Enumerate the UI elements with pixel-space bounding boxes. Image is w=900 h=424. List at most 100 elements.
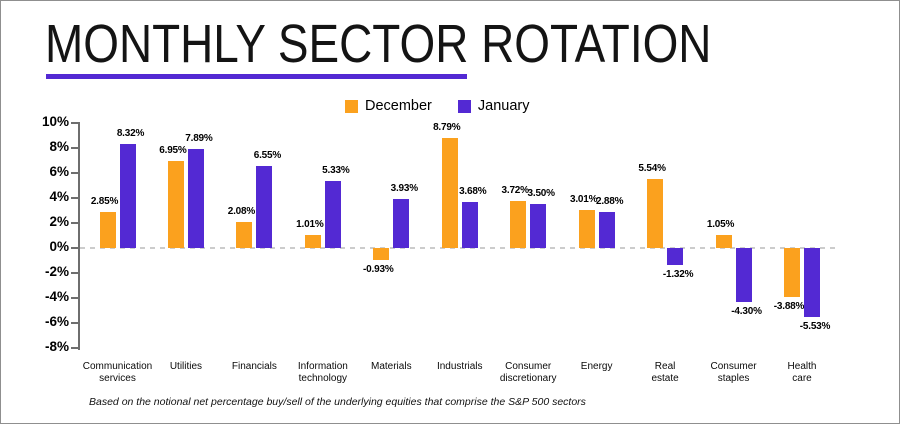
bar-december-3	[304, 235, 321, 248]
january-swatch-icon	[457, 99, 471, 113]
footnote: Based on the notional net percentage buy…	[89, 396, 586, 408]
bar-value-label-january-0: 8.32%	[116, 128, 145, 139]
bar-value-label-december-9: 1.05%	[706, 219, 735, 230]
category-label-line: technology	[298, 372, 348, 384]
bar-value-label-december-2: 2.08%	[227, 206, 256, 217]
y-axis-tick	[71, 147, 78, 149]
category-label-line: care	[792, 372, 812, 384]
bar-value-label-january-10: -5.53%	[799, 321, 831, 332]
category-label-4: Materials	[351, 361, 431, 373]
bar-value-label-december-1: 6.95%	[159, 145, 187, 156]
category-label-line: estate	[651, 372, 679, 384]
y-axis-tick	[71, 172, 78, 174]
bar-value-label-december-10: -3.88%	[773, 301, 805, 312]
bar-december-1	[167, 161, 184, 248]
y-axis-tick-label: -4%	[44, 289, 69, 304]
y-axis-tick-label: 6%	[49, 164, 69, 179]
bar-january-9	[735, 248, 752, 302]
category-label-line: Materials	[371, 361, 412, 372]
bar-value-label-december-5: 8.79%	[433, 122, 461, 133]
category-label-line: Utilities	[169, 361, 203, 372]
legend-label: December	[365, 98, 432, 114]
category-label-9: Consumer staples	[694, 361, 774, 384]
category-label-line: Energy	[580, 361, 613, 372]
category-label-line: Information	[297, 361, 348, 372]
bar-january-6	[530, 204, 547, 248]
december-swatch-icon	[345, 99, 358, 113]
y-axis-tick	[71, 197, 78, 199]
bar-value-label-december-4: -0.93%	[363, 264, 394, 275]
category-label-10: Health care	[762, 361, 842, 384]
y-axis-tick	[71, 297, 78, 299]
bar-december-8	[647, 179, 664, 248]
y-axis-tick	[71, 272, 78, 274]
y-axis-tick	[71, 322, 78, 324]
y-axis-tick-label: -6%	[44, 314, 69, 329]
category-label-line: Health	[787, 361, 817, 372]
bar-january-1	[187, 149, 204, 248]
y-axis-tick-label: 4%	[49, 189, 69, 204]
y-axis-tick-label: 0%	[49, 239, 69, 254]
bar-value-label-january-5: 3.68%	[459, 186, 487, 197]
bar-january-5	[461, 202, 478, 248]
bar-december-4	[373, 248, 390, 260]
bar-january-3	[324, 181, 341, 248]
y-axis-tick-label: 8%	[49, 139, 69, 154]
bar-december-9	[715, 235, 732, 248]
category-label-line: Financials	[231, 361, 277, 372]
y-axis-tick	[71, 347, 78, 349]
y-axis-tick-label: 2%	[49, 214, 69, 229]
bar-january-10	[804, 248, 820, 317]
legend-item-december: December	[345, 98, 432, 114]
bar-january-4	[393, 199, 410, 248]
y-axis-tick-label: -8%	[44, 339, 69, 354]
bar-value-label-december-0: 2.85%	[90, 196, 119, 207]
y-axis-line	[78, 122, 80, 350]
zero-gridline	[80, 247, 838, 249]
category-label-2: Financials	[214, 361, 294, 373]
category-label-line: Industrials	[436, 361, 483, 372]
bar-january-7	[598, 212, 615, 248]
bar-value-label-january-7: 2.88%	[595, 196, 624, 207]
bar-january-2	[256, 166, 273, 248]
y-axis-tick-label: -2%	[44, 264, 69, 279]
bar-value-label-january-3: 5.33%	[322, 165, 350, 176]
category-label-line: Communication	[82, 361, 153, 372]
chart-legend: December January	[345, 98, 529, 114]
bar-value-label-january-6: 3.50%	[527, 188, 556, 199]
category-label-line: staples	[717, 372, 750, 384]
bar-january-8	[667, 248, 684, 265]
bar-december-7	[578, 210, 595, 248]
category-label-1: Utilities	[146, 361, 226, 373]
category-label-5: Industrials	[420, 361, 500, 373]
category-label-8: Real estate	[625, 361, 705, 384]
category-label-3: Information technology	[283, 361, 363, 384]
category-label-0: Communication services	[78, 361, 158, 384]
bar-value-label-january-2: 6.55%	[253, 150, 282, 161]
bar-value-label-december-6: 3.72%	[501, 185, 530, 196]
bar-value-label-january-4: 3.93%	[390, 183, 419, 194]
category-label-line: services	[99, 372, 136, 384]
legend-item-january: January	[457, 98, 530, 114]
y-axis-tick	[71, 222, 78, 224]
bar-value-label-december-7: 3.01%	[569, 194, 598, 205]
category-label-6: Consumer discretionary	[488, 361, 568, 384]
y-axis-tick	[71, 247, 78, 249]
legend-label: January	[477, 98, 530, 114]
category-label-line: Real	[654, 361, 676, 372]
category-label-7: Energy	[557, 361, 637, 373]
title-underline	[46, 74, 467, 79]
y-axis-tick-label: 10%	[41, 114, 69, 129]
bar-december-10	[784, 248, 800, 297]
bar-value-label-january-1: 7.89%	[185, 133, 213, 144]
page-title: MONTHLY SECTOR ROTATION	[45, 14, 712, 74]
bar-value-label-january-9: -4.30%	[731, 306, 762, 317]
bar-december-0	[99, 212, 116, 248]
category-label-line: Consumer	[710, 361, 757, 372]
y-axis-tick	[71, 122, 78, 124]
bar-december-5	[441, 138, 458, 248]
category-label-line: Consumer	[505, 361, 552, 372]
bar-value-label-december-8: 5.54%	[638, 163, 666, 174]
bar-value-label-january-8: -1.32%	[662, 269, 694, 280]
